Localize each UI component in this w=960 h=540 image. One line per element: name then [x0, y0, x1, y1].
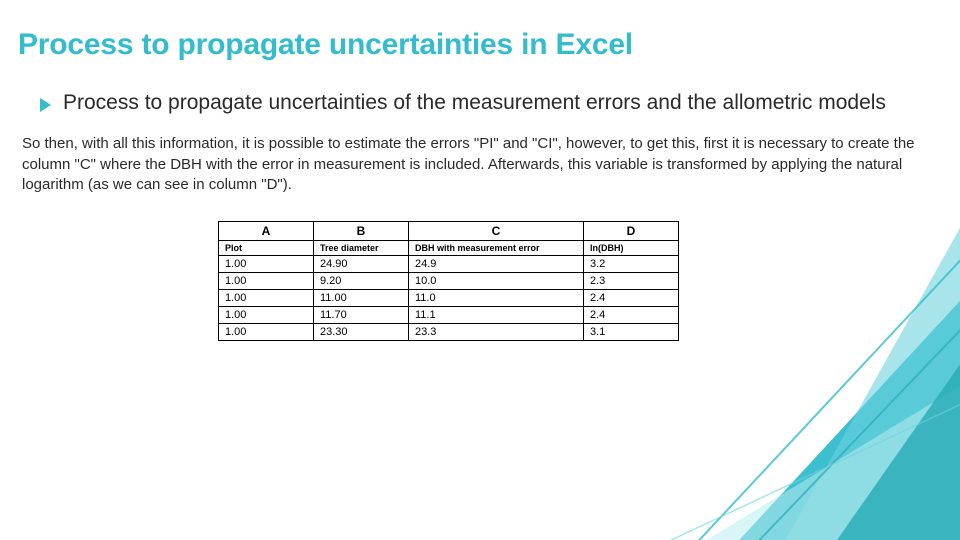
table-row: 1.00 23.30 23.3 3.1 [219, 324, 679, 341]
cell: 3.1 [584, 324, 679, 341]
cell: 23.30 [314, 324, 409, 341]
cell: 11.0 [409, 290, 584, 307]
slide: Process to propagate uncertainties in Ex… [0, 0, 960, 540]
data-table-wrap: A B C D Plot Tree diameter DBH with meas… [218, 221, 942, 341]
cell: 11.70 [314, 307, 409, 324]
page-title: Process to propagate uncertainties in Ex… [18, 28, 942, 62]
col-letter: A [219, 222, 314, 241]
cell: 23.3 [409, 324, 584, 341]
bullet-arrow-icon [40, 98, 51, 112]
cell: 2.3 [584, 273, 679, 290]
cell: 24.9 [409, 256, 584, 273]
body-paragraph: So then, with all this information, it i… [18, 134, 942, 195]
table-letter-row: A B C D [219, 222, 679, 241]
col-letter: B [314, 222, 409, 241]
col-header: ln(DBH) [584, 241, 679, 256]
table-header-row: Plot Tree diameter DBH with measurement … [219, 241, 679, 256]
table-row: 1.00 11.00 11.0 2.4 [219, 290, 679, 307]
data-table: A B C D Plot Tree diameter DBH with meas… [218, 221, 679, 341]
cell: 2.4 [584, 307, 679, 324]
col-header: Tree diameter [314, 241, 409, 256]
col-header: DBH with measurement error [409, 241, 584, 256]
subtitle-text: Process to propagate uncertainties of th… [63, 90, 886, 116]
cell: 10.0 [409, 273, 584, 290]
bullet-item: Process to propagate uncertainties of th… [18, 90, 942, 116]
cell: 1.00 [219, 256, 314, 273]
col-letter: C [409, 222, 584, 241]
cell: 3.2 [584, 256, 679, 273]
table-row: 1.00 9.20 10.0 2.3 [219, 273, 679, 290]
cell: 24.90 [314, 256, 409, 273]
cell: 1.00 [219, 290, 314, 307]
cell: 1.00 [219, 307, 314, 324]
table-row: 1.00 11.70 11.1 2.4 [219, 307, 679, 324]
cell: 11.00 [314, 290, 409, 307]
cell: 2.4 [584, 290, 679, 307]
table-row: 1.00 24.90 24.9 3.2 [219, 256, 679, 273]
cell: 11.1 [409, 307, 584, 324]
col-header: Plot [219, 241, 314, 256]
cell: 1.00 [219, 273, 314, 290]
cell: 9.20 [314, 273, 409, 290]
col-letter: D [584, 222, 679, 241]
cell: 1.00 [219, 324, 314, 341]
